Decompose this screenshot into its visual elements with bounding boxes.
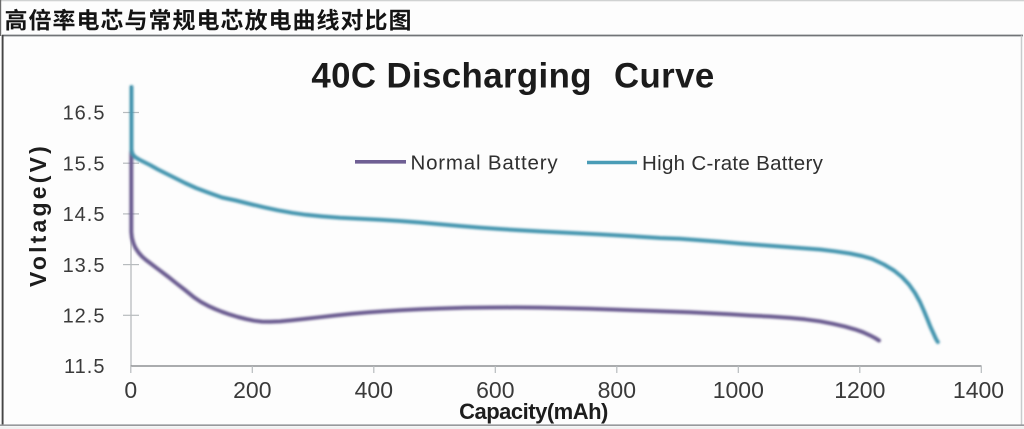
svg-text:Voltage(V): Voltage(V) [25,143,51,287]
svg-text:14.5: 14.5 [63,204,106,226]
svg-text:1400: 1400 [953,377,1004,403]
svg-text:11.5: 11.5 [64,356,105,378]
svg-text:16.5: 16.5 [63,103,106,125]
svg-text:200: 200 [233,377,271,403]
svg-text:15.5: 15.5 [63,153,106,175]
svg-text:13.5: 13.5 [63,255,106,277]
svg-text:40C Discharging Curve: 40C Discharging Curve [311,57,714,96]
svg-text:0: 0 [124,377,137,403]
svg-text:800: 800 [598,377,636,403]
svg-text:Normal Battery: Normal Battery [411,152,559,175]
svg-text:1200: 1200 [834,377,885,403]
svg-text:600: 600 [476,377,514,403]
svg-text:Capacity(mAh): Capacity(mAh) [459,399,608,424]
svg-text:400: 400 [355,377,393,403]
svg-text:12.5: 12.5 [63,306,106,328]
svg-text:High C-rate Battery: High C-rate Battery [642,152,824,175]
svg-text:1000: 1000 [713,377,764,403]
